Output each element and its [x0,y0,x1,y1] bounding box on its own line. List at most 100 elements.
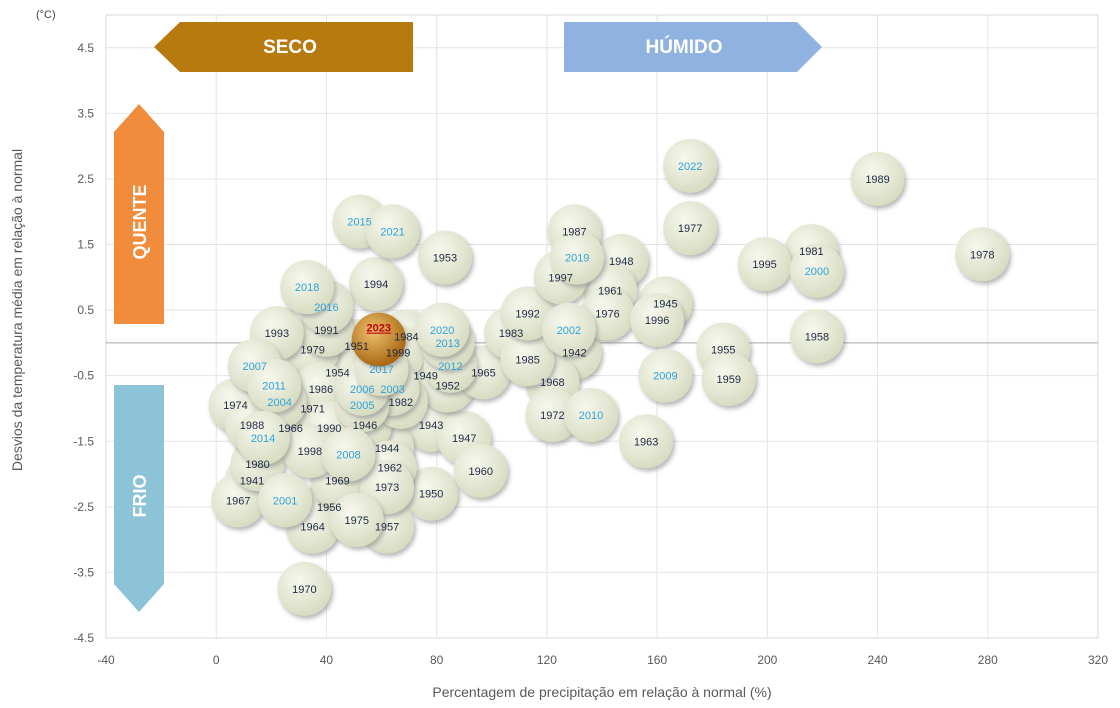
x-tick-label: 0 [213,653,220,667]
bubble-2001 [258,473,313,528]
bubble-label-2016: 2016 [314,302,338,314]
bubble-label-1944: 1944 [375,443,399,455]
bubble-circle [663,138,718,193]
seco-arrow: SECO [154,22,413,72]
x-axis-title: Percentagem de precipitação em relação à… [432,684,771,700]
bubble-2020 [415,302,470,357]
x-tick-label: 160 [647,653,667,667]
bubble-label-1977: 1977 [678,223,702,235]
bubble-label-1994: 1994 [364,279,388,291]
bubble-label-1974: 1974 [223,400,247,412]
bubble-label-2015: 2015 [347,217,371,229]
bubble-label-2004: 2004 [267,397,291,409]
bubble-2014 [236,410,291,465]
bubble-label-2006: 2006 [350,384,374,396]
y-tick-label: -4.5 [73,631,94,645]
bubble-label-1972: 1972 [540,410,564,422]
bubble-circle [737,237,792,292]
bubble-2010 [563,388,618,443]
bubble-circle [541,302,596,357]
bubble-label-1989: 1989 [865,174,889,186]
y-tick-label: -1.5 [73,434,94,448]
bubble-1995 [737,237,792,292]
bubble-label-1971: 1971 [300,403,324,415]
bubble-circle [701,351,756,406]
quente-arrow: QUENTE [114,104,164,324]
bubble-label-1945: 1945 [653,299,677,311]
bubble-label-1975: 1975 [345,515,369,527]
bubble-label-1956: 1956 [317,502,341,514]
bubble-label-1962: 1962 [378,462,402,474]
bubble-1970 [277,561,332,616]
bubble-circle [236,410,291,465]
bubble-label-1952: 1952 [435,381,459,393]
bubble-label-1946: 1946 [353,420,377,432]
bubble-circle [630,292,685,347]
bubble-label-2008: 2008 [336,449,360,461]
bubble-circle [280,260,335,315]
bubble-label-1948: 1948 [609,256,633,268]
bubble-1985 [500,332,555,387]
bubble-label-2019: 2019 [565,253,589,265]
bubble-2022 [663,138,718,193]
bubble-2009 [638,348,693,403]
quadrant-arrows: SECO HÚMIDO QUENTE FRIO [114,22,822,612]
x-tick-label: 40 [320,653,334,667]
bubble-label-1942: 1942 [562,348,586,360]
bubble-1960 [453,443,508,498]
frio-arrow: FRIO [114,385,164,612]
bubble-circle [500,286,555,341]
bubble-label-1987: 1987 [562,226,586,238]
bubble-label-2021: 2021 [380,226,404,238]
bubble-label-2002: 2002 [557,325,581,337]
bubble-circle [321,427,376,482]
bubble-label-1941: 1941 [240,476,264,488]
bubble-circle [789,243,844,298]
bubble-label-2001: 2001 [273,495,297,507]
bubble-label-2000: 2000 [805,266,829,278]
bubble-label-1983: 1983 [499,328,523,340]
bubble-label-1961: 1961 [598,285,622,297]
bubble-label-1979: 1979 [300,344,324,356]
bubble-2018 [280,260,335,315]
bubble-circle [351,312,406,367]
bubble-label-1957: 1957 [375,522,399,534]
bubble-circle [415,302,470,357]
bubbles: 1941 1942 1943 1944 1945 1946 1947 1948 1949 1950… [208,138,1010,616]
bubble-2021 [365,204,420,259]
bubble-1989 [850,151,905,206]
bubble-label-1955: 1955 [711,344,735,356]
bubble-1994 [349,256,404,311]
bubble-label-1950: 1950 [419,489,443,501]
bubble-label-2007: 2007 [243,361,267,373]
x-tick-label: 80 [430,653,444,667]
y-axis-title: Desvios da temperatura média em relação … [9,149,25,471]
seco-label: SECO [263,37,317,58]
bubble-label-1976: 1976 [595,308,619,320]
bubble-1950 [404,466,459,521]
bubble-label-1967: 1967 [226,495,250,507]
plot-border [105,14,1099,639]
bubble-circle [525,388,580,443]
bubble-label-1963: 1963 [634,436,658,448]
bubble-label-1991: 1991 [314,325,338,337]
bubble-2000 [789,243,844,298]
bubble-label-1981: 1981 [799,246,823,258]
y-tick-label: -3.5 [73,565,94,579]
x-tick-label: 320 [1088,653,1108,667]
bubble-label-1970: 1970 [292,584,316,596]
bubble-label-2009: 2009 [653,371,677,383]
bubble-circle [404,466,459,521]
bubble-2008 [321,427,376,482]
bubble-label-2014: 2014 [251,433,275,445]
bubble-label-1995: 1995 [752,259,776,271]
bubble-label-1968: 1968 [540,377,564,389]
bubble-circle [258,473,313,528]
bubble-1959 [701,351,756,406]
x-tick-label: 240 [868,653,888,667]
bubble-1978 [955,227,1010,282]
bubble-label-1960: 1960 [469,466,493,478]
bubble-circle [417,230,472,285]
bubble-label-1988: 1988 [240,420,264,432]
